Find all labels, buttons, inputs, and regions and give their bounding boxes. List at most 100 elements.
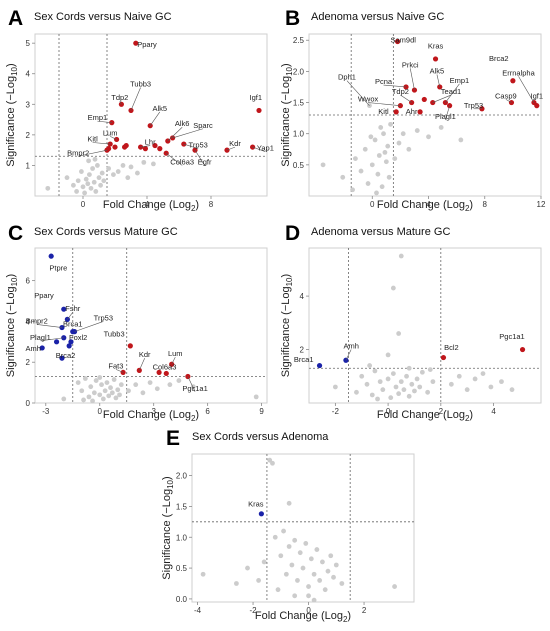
ns-point xyxy=(367,363,373,368)
x-tick-label: -4 xyxy=(194,606,202,615)
gene-label: Plagl1 xyxy=(30,333,51,342)
gene-label: Brca2 xyxy=(56,351,76,360)
ns-point xyxy=(398,379,404,385)
ns-point xyxy=(426,134,431,140)
label-leader xyxy=(368,102,401,106)
up-point xyxy=(142,146,148,152)
up-point xyxy=(147,123,153,129)
x-tick-label: 0 xyxy=(386,407,391,416)
ns-point xyxy=(92,156,98,162)
up-point xyxy=(256,107,262,114)
panel-title: Sex Cords versus Adenoma xyxy=(192,431,329,443)
gene-label: Alk5 xyxy=(153,104,168,113)
gene-label: Foxl2 xyxy=(69,333,87,342)
down-point xyxy=(59,355,65,361)
plot-frame xyxy=(191,453,415,603)
ns-point xyxy=(320,162,326,168)
gene-label: Tdp2 xyxy=(111,93,128,102)
panel-c: C Sex Cords versus Mature GC -3 0 3 6 9 0 2 4 6 Ptp… xyxy=(5,222,268,423)
ns-point xyxy=(167,382,173,388)
panel-letter: C xyxy=(8,222,23,245)
x-tick-label: -3 xyxy=(42,407,50,416)
ns-point xyxy=(289,562,295,568)
gene-label: Prkci xyxy=(402,60,419,69)
gene-label: Fshr xyxy=(65,304,81,313)
x-tick-label: 0 xyxy=(98,407,103,416)
plot-frame xyxy=(34,33,268,197)
ns-point xyxy=(79,388,85,394)
ns-point xyxy=(340,174,346,180)
y-axis-title: Significance (−Log10) xyxy=(161,476,175,579)
ns-point xyxy=(106,166,111,171)
ns-point xyxy=(61,396,67,402)
ns-point xyxy=(409,381,415,387)
gene-label: Kras xyxy=(428,42,444,51)
ns-point xyxy=(509,387,515,393)
gene-label: Fat3 xyxy=(108,361,123,370)
down-point xyxy=(66,343,72,349)
ns-point xyxy=(317,578,323,583)
gene-label: Amh xyxy=(25,344,40,353)
ns-point xyxy=(261,559,267,565)
up-point xyxy=(394,38,401,45)
y-tick-label: 0.0 xyxy=(176,595,188,604)
ns-point xyxy=(91,390,97,396)
ns-point xyxy=(414,376,420,382)
label-leader xyxy=(97,120,112,123)
ns-point xyxy=(71,182,76,188)
ns-point xyxy=(380,387,386,393)
gene-label: Egfr xyxy=(198,157,212,166)
ns-point xyxy=(275,587,281,593)
ns-point xyxy=(292,593,298,599)
ns-point xyxy=(383,159,389,165)
ns-point xyxy=(253,394,259,400)
ns-point xyxy=(147,380,153,386)
ns-point xyxy=(430,379,436,385)
up-point xyxy=(417,109,423,115)
x-axis-title: Fold Change (Log2) xyxy=(377,409,473,423)
ns-point xyxy=(283,571,289,577)
ns-point xyxy=(392,584,397,589)
y-axis-title: Significance (−Log10) xyxy=(5,274,19,377)
y-tick-label: 6 xyxy=(26,277,31,286)
ns-point xyxy=(488,384,494,390)
ns-point xyxy=(85,181,91,187)
ns-point xyxy=(354,389,359,395)
y-tick-label: 0.5 xyxy=(176,564,188,573)
ns-point xyxy=(200,571,206,577)
y-tick-label: 4 xyxy=(300,292,305,301)
gene-label: Col6a3 xyxy=(153,362,177,371)
label-leader xyxy=(171,356,176,365)
up-point xyxy=(181,141,187,147)
up-point xyxy=(112,144,118,150)
x-tick-label: 8 xyxy=(483,200,488,209)
ns-point xyxy=(126,388,131,394)
ns-point xyxy=(286,544,292,549)
ns-point xyxy=(419,369,425,375)
y-tick-label: 2 xyxy=(300,346,305,355)
ns-point xyxy=(369,162,375,168)
x-tick-label: 12 xyxy=(537,200,546,209)
y-tick-label: 2.0 xyxy=(176,472,188,481)
y-tick-label: 2.0 xyxy=(293,67,305,76)
ns-point xyxy=(90,398,95,404)
label-leader xyxy=(445,105,450,121)
ns-point xyxy=(140,390,146,396)
plot-frame xyxy=(34,247,268,404)
ns-point xyxy=(406,393,412,399)
gene-label: Wwox xyxy=(358,95,379,104)
up-point xyxy=(169,361,175,367)
label-leader xyxy=(36,324,63,328)
label-leader xyxy=(187,376,196,392)
y-tick-label: 4 xyxy=(26,317,31,326)
label-leader xyxy=(183,143,199,149)
label-leader xyxy=(119,101,122,105)
ns-point xyxy=(427,367,433,372)
x-tick-label: -2 xyxy=(249,606,257,615)
panel-title: Sex Cords versus Mature GC xyxy=(34,226,178,238)
y-tick-label: 0 xyxy=(26,399,31,408)
gene-label: Plagl1 xyxy=(435,112,456,121)
label-leader xyxy=(194,149,205,166)
ns-point xyxy=(378,125,384,130)
